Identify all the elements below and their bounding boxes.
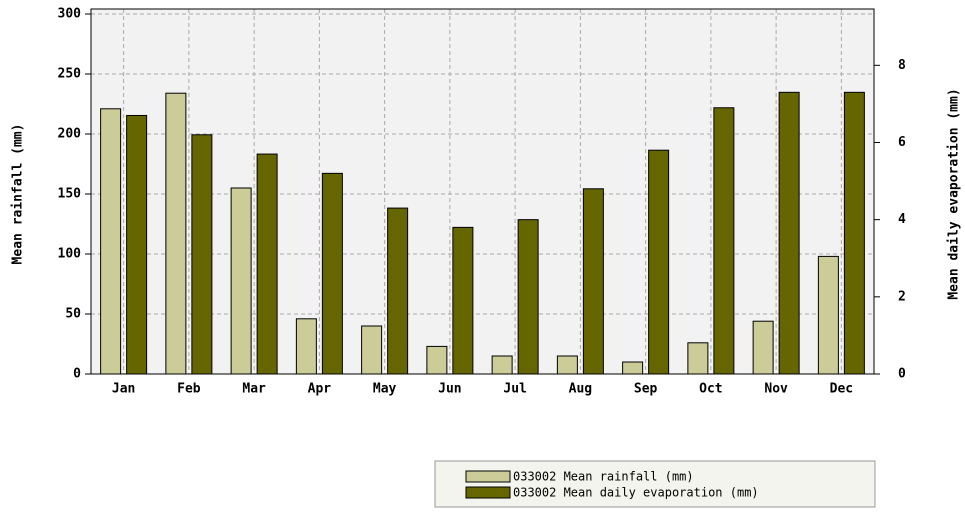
bar	[517, 219, 539, 375]
x-tick-label: Sep	[634, 382, 658, 397]
y-tick-label: 200	[58, 127, 82, 142]
y-tick-label: 150	[58, 187, 82, 202]
bar	[648, 149, 670, 375]
y2-tick-label: 6	[898, 135, 906, 150]
x-tick-label: May	[373, 382, 397, 397]
y2-tick-label: 2	[898, 289, 906, 304]
bar	[256, 153, 278, 375]
bar	[817, 255, 839, 375]
bar	[191, 134, 213, 375]
x-tick-label: Jan	[112, 382, 135, 397]
y2-tick-label: 0	[898, 367, 906, 382]
bar	[426, 345, 448, 375]
bar	[713, 107, 735, 375]
bar	[582, 188, 604, 375]
x-tick-label: Oct	[699, 382, 722, 397]
bar	[556, 355, 578, 375]
bar	[165, 92, 187, 375]
bar	[687, 342, 709, 375]
x-tick-label: Feb	[177, 382, 201, 397]
legend-label: 033002 Mean daily evaporation (mm)	[513, 486, 759, 500]
x-tick-label: Aug	[569, 382, 592, 397]
y-tick-label: 50	[65, 307, 81, 322]
y2-tick-label: 4	[898, 212, 906, 227]
legend-label: 033002 Mean rainfall (mm)	[513, 470, 694, 484]
plot-area	[91, 9, 874, 374]
y-tick-label: 100	[58, 247, 82, 262]
legend-swatch	[465, 470, 511, 483]
bar	[230, 187, 252, 375]
bar	[778, 91, 800, 375]
x-tick-label: Jul	[503, 382, 526, 397]
bar	[752, 320, 774, 375]
bar	[622, 361, 644, 375]
legend	[434, 460, 876, 508]
legend-swatch	[465, 486, 511, 499]
y-tick-label: 0	[73, 367, 81, 382]
y2-axis-label: Mean daily evaporation (mm)	[947, 88, 962, 299]
bar	[100, 108, 122, 375]
y-tick-label: 250	[58, 67, 82, 82]
bar	[843, 91, 865, 375]
plot-frame	[90, 8, 875, 375]
bar	[126, 114, 148, 375]
x-tick-label: Dec	[830, 382, 853, 397]
x-tick-label: Jun	[438, 382, 461, 397]
x-tick-label: Nov	[764, 382, 788, 397]
bar	[452, 226, 474, 375]
bar	[387, 207, 409, 375]
bar	[295, 318, 317, 375]
bar	[321, 172, 343, 375]
y2-tick-label: 8	[898, 58, 906, 73]
y-axis-label: Mean rainfall (mm)	[11, 124, 26, 265]
x-tick-label: Mar	[242, 382, 266, 397]
bar	[361, 325, 383, 375]
y-tick-label: 300	[58, 7, 82, 22]
x-tick-label: Apr	[308, 382, 332, 397]
bar	[491, 355, 513, 375]
